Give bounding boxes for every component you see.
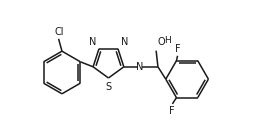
Text: F: F	[169, 106, 174, 116]
Text: S: S	[106, 82, 112, 92]
Text: O: O	[157, 37, 165, 47]
Text: Cl: Cl	[54, 27, 64, 37]
Text: H: H	[164, 36, 171, 45]
Text: N: N	[89, 37, 96, 47]
Text: F: F	[175, 44, 180, 54]
Text: N: N	[121, 37, 128, 47]
Text: N: N	[136, 62, 144, 72]
